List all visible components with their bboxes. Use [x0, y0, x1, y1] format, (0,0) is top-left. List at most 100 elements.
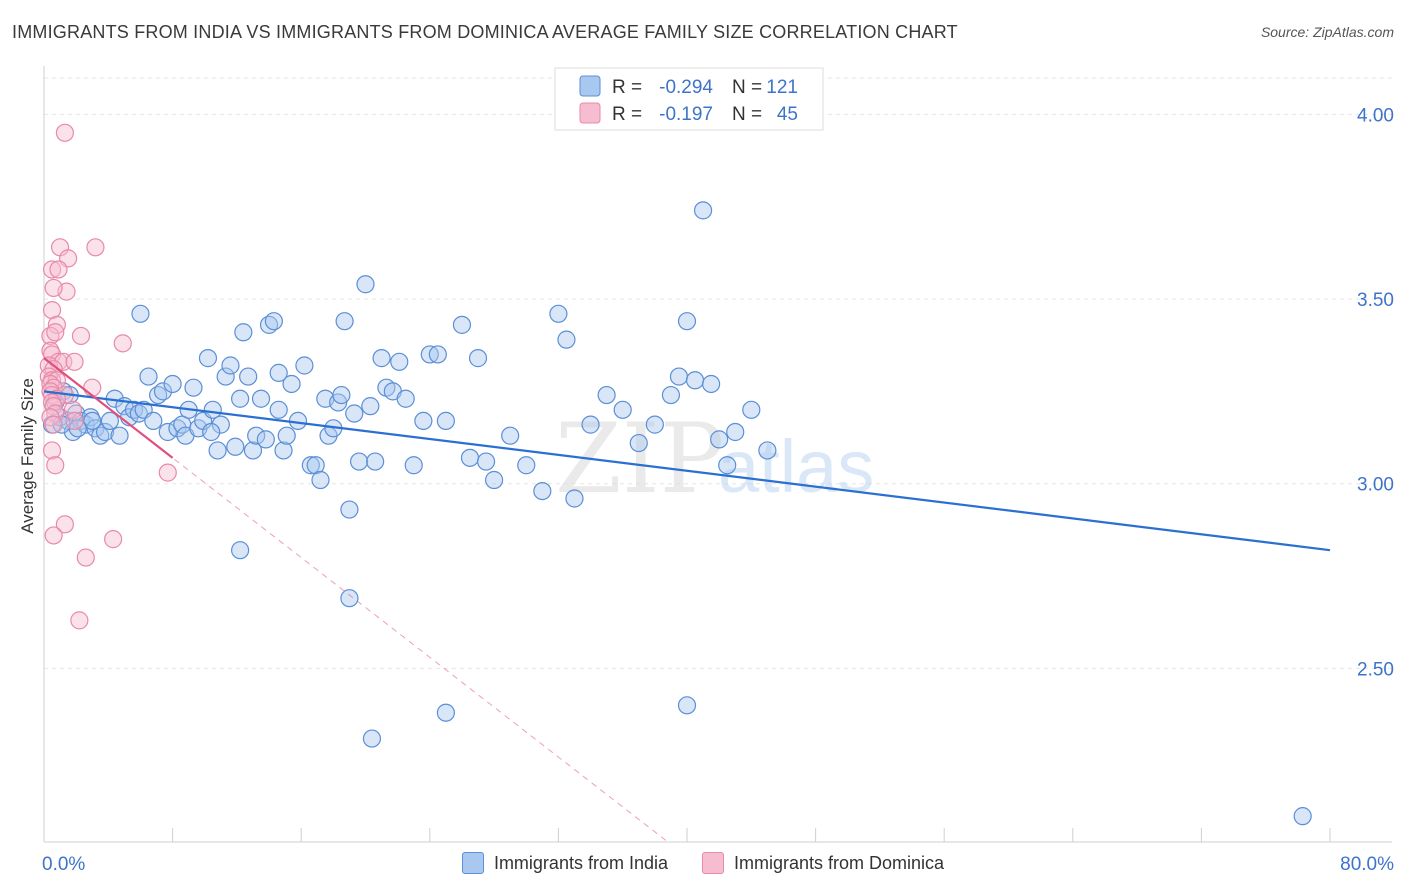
india-point — [274, 441, 293, 460]
dominica-point — [158, 463, 177, 482]
india-point — [428, 345, 447, 364]
india-point — [158, 422, 177, 442]
dominica-point — [44, 278, 63, 298]
stats-swatch-dominica — [579, 102, 601, 124]
india-point — [295, 356, 314, 375]
india-point — [131, 304, 150, 323]
india-point — [501, 426, 520, 445]
india-point — [282, 374, 301, 394]
legend-item-india[interactable]: Immigrants from India — [461, 852, 668, 874]
stats-swatch-india — [579, 75, 601, 97]
india-point — [685, 371, 705, 390]
india-point — [372, 349, 391, 368]
stats-r-value-india: -0.294 — [659, 77, 713, 98]
india-point — [557, 330, 576, 349]
india-point — [234, 323, 253, 342]
india-point — [247, 426, 266, 445]
india-point — [533, 481, 552, 501]
india-point — [226, 437, 245, 456]
india-point — [361, 397, 380, 416]
india-point — [742, 400, 761, 419]
stats-r-label: R = — [612, 104, 642, 125]
india-point — [693, 201, 713, 220]
india-point — [211, 415, 230, 434]
india-point — [362, 729, 382, 748]
chart-title: IMMIGRANTS FROM INDIA VS IMMIGRANTS FROM… — [12, 22, 958, 42]
dominica-point — [83, 378, 102, 397]
india-point — [629, 433, 648, 453]
dominica-point — [104, 530, 123, 549]
watermark-atlas: atlas — [718, 425, 874, 508]
india-point — [460, 448, 480, 467]
dominica-point — [47, 315, 66, 334]
india-point — [83, 411, 102, 431]
y-tick-label: 3.00 — [1357, 475, 1394, 496]
india-point — [718, 456, 737, 475]
india-point — [239, 367, 258, 386]
bottom-legend: Immigrants from India Immigrants from Do… — [0, 852, 1406, 874]
source-label: Source: ZipAtlas.com — [1260, 24, 1394, 40]
dominica-point — [42, 441, 62, 460]
dominica-point — [46, 323, 65, 342]
india-point — [345, 404, 364, 423]
india-point — [163, 374, 182, 394]
india-point — [581, 415, 600, 434]
india-point — [216, 367, 235, 386]
india-point — [669, 367, 689, 386]
india-point — [231, 389, 250, 408]
x-tick-label-min: 0.0% — [42, 854, 85, 875]
stats-r-value-dominica: -0.197 — [659, 104, 713, 125]
india-regression-line — [43, 390, 1331, 552]
dominica-regression-line — [43, 357, 174, 459]
stats-r-label: R = — [612, 77, 642, 98]
india-point — [301, 456, 320, 475]
dominica-point — [42, 260, 62, 279]
india-point — [661, 385, 681, 405]
dominica-point — [42, 345, 62, 364]
x-tick-label-max: 80.0% — [1340, 854, 1394, 875]
y-tick-label: 2.50 — [1357, 659, 1394, 680]
y-tick-label: 3.50 — [1357, 290, 1394, 311]
india-point — [597, 385, 616, 405]
india-point — [198, 349, 218, 368]
dominica-point — [70, 611, 89, 630]
india-point — [758, 441, 777, 460]
india-point — [95, 422, 115, 442]
india-point — [356, 275, 375, 294]
india-point — [468, 349, 488, 368]
india-point — [231, 541, 250, 560]
india-point — [100, 411, 120, 431]
india-point — [202, 422, 221, 442]
india-point — [485, 470, 504, 490]
stats-n-value-dominica: 45 — [777, 104, 798, 125]
dominica-point — [65, 352, 84, 371]
legend-item-dominica[interactable]: Immigrants from Dominica — [702, 852, 944, 874]
dominica-point — [113, 334, 132, 353]
india-point — [153, 382, 173, 401]
india-point — [208, 441, 227, 460]
india-point — [269, 400, 288, 419]
india-point — [243, 441, 263, 460]
india-point — [277, 426, 296, 445]
y-tick-label: 4.00 — [1357, 105, 1394, 126]
india-point — [677, 696, 697, 715]
india-point — [335, 312, 354, 331]
dominica-point — [49, 260, 68, 279]
india-point — [396, 389, 415, 408]
india-point — [366, 452, 385, 471]
india-point — [139, 367, 158, 386]
india-point — [414, 411, 433, 431]
dominica-point — [76, 548, 95, 567]
india-point — [203, 400, 222, 419]
india-point — [332, 385, 351, 405]
dominica-point — [86, 238, 105, 257]
india-point — [677, 312, 697, 331]
india-point — [726, 422, 745, 442]
dominica-point — [46, 456, 65, 475]
dominica-point — [65, 411, 84, 431]
india-point — [221, 356, 240, 375]
dominica-point — [71, 326, 91, 346]
dominica-point — [44, 415, 63, 434]
dominica-point — [55, 123, 74, 142]
india-point — [256, 430, 275, 449]
